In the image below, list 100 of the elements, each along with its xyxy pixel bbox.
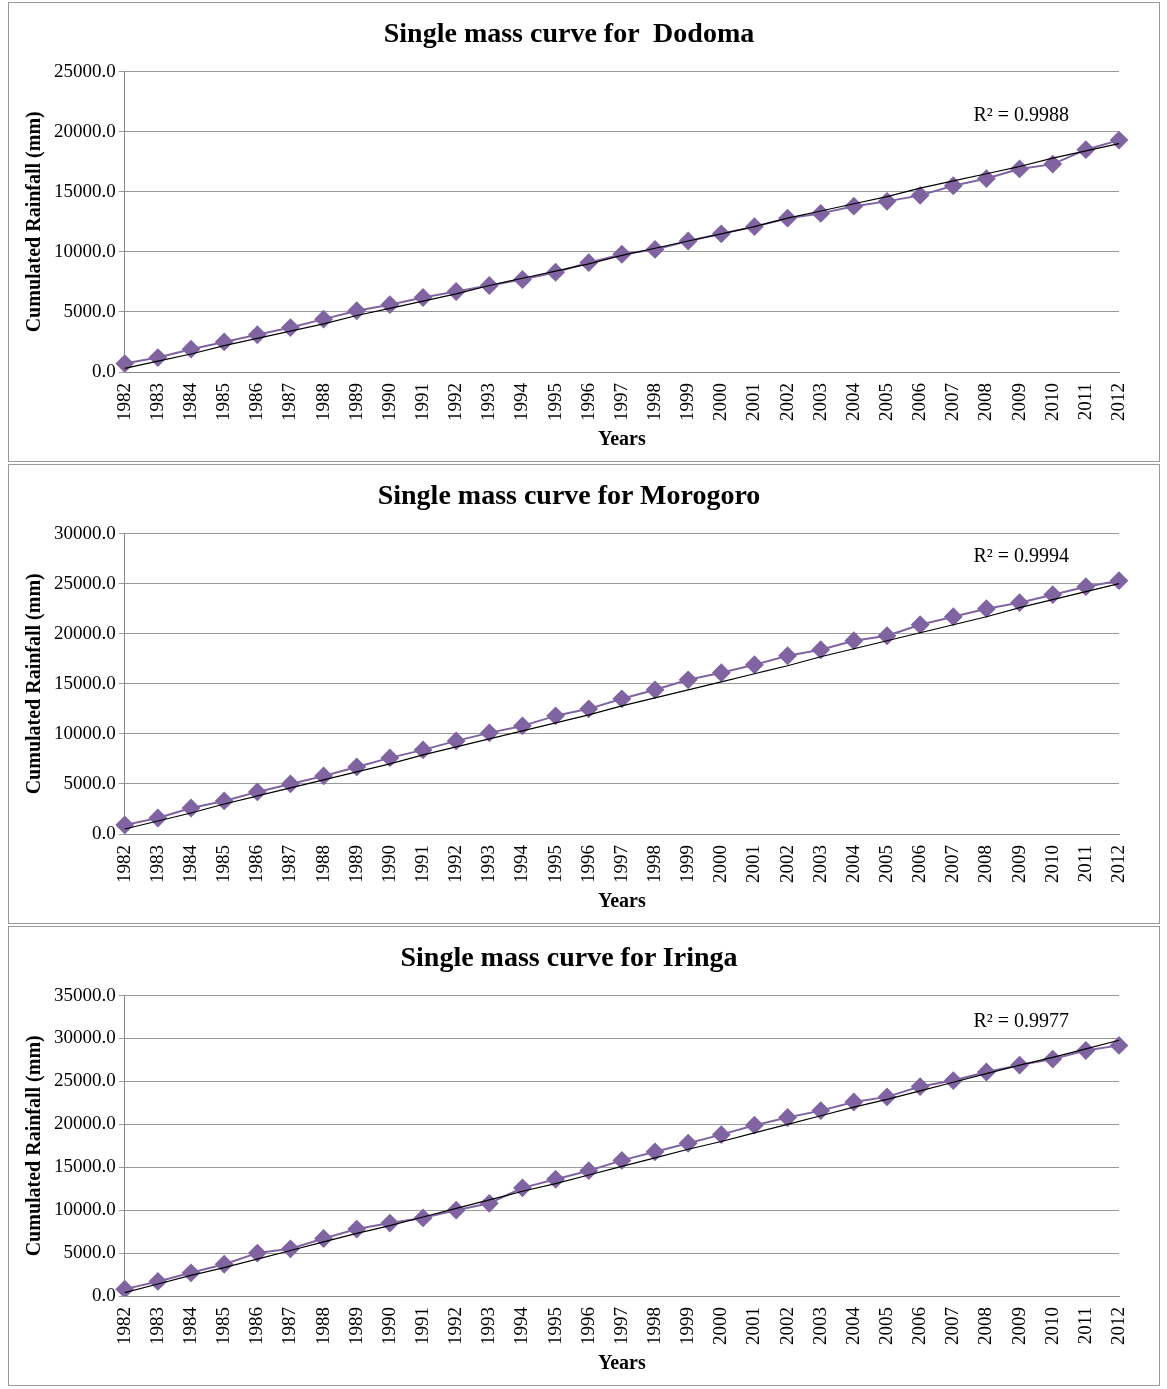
point bbox=[347, 301, 366, 320]
x-tick-label: 1984 bbox=[179, 382, 201, 421]
x-tick-label: 1983 bbox=[145, 383, 167, 421]
point bbox=[248, 325, 267, 344]
point bbox=[1110, 131, 1128, 150]
point bbox=[646, 1142, 665, 1161]
x-tick-label: 1991 bbox=[411, 845, 433, 883]
x-tick-label: 1993 bbox=[477, 383, 499, 421]
x-tick-label: 2012 bbox=[1106, 383, 1128, 421]
annotation: R² = 0.9977 bbox=[973, 1008, 1069, 1031]
x-tick-label: 2005 bbox=[874, 845, 896, 883]
x-axis-title: Years bbox=[597, 427, 646, 450]
x-tick-label: 2000 bbox=[709, 383, 731, 421]
x-tick-label: 1985 bbox=[212, 1307, 234, 1345]
point bbox=[1043, 155, 1062, 174]
x-tick-label: 2004 bbox=[841, 382, 863, 421]
point bbox=[1076, 577, 1095, 596]
x-tick-label: 1988 bbox=[311, 383, 333, 421]
x-tick-label: 1995 bbox=[543, 845, 565, 883]
point bbox=[878, 626, 897, 645]
point bbox=[182, 798, 201, 817]
x-tick-label: 1985 bbox=[212, 845, 234, 883]
point bbox=[944, 176, 963, 195]
x-tick-label: 2003 bbox=[808, 845, 830, 883]
x-tick-label: 2009 bbox=[1007, 383, 1029, 421]
x-tick-label: 2012 bbox=[1106, 845, 1128, 883]
point bbox=[314, 766, 333, 785]
x-tick-label: 2006 bbox=[908, 845, 930, 883]
x-tick-label: 1996 bbox=[576, 1307, 598, 1345]
x-tick-label: 2004 bbox=[841, 844, 863, 883]
point bbox=[844, 1093, 863, 1112]
point bbox=[911, 615, 930, 634]
x-tick-label: 2008 bbox=[974, 845, 996, 883]
point bbox=[314, 310, 333, 329]
annotation: R² = 0.9988 bbox=[973, 103, 1069, 126]
x-tick-label: 1992 bbox=[444, 383, 466, 421]
x-tick-label: 1997 bbox=[609, 383, 631, 421]
x-tick-label: 1997 bbox=[609, 1307, 631, 1345]
x-tick-label: 1986 bbox=[245, 383, 267, 421]
x-tick-label: 1994 bbox=[510, 382, 532, 421]
x-tick-label: 2011 bbox=[1073, 845, 1095, 883]
x-tick-label: 1991 bbox=[411, 1307, 433, 1345]
x-tick-label: 2000 bbox=[709, 845, 731, 883]
x-tick-label: 1999 bbox=[676, 1307, 698, 1345]
x-tick-label: 1987 bbox=[278, 845, 300, 883]
x-tick-label: 2006 bbox=[908, 1307, 930, 1345]
point bbox=[579, 1161, 598, 1180]
point bbox=[347, 757, 366, 776]
y-tick-label: 0.0 bbox=[92, 821, 116, 843]
point bbox=[811, 1101, 830, 1120]
y-tick-label: 0.0 bbox=[92, 1283, 116, 1305]
point bbox=[1010, 593, 1029, 612]
x-tick-label: 1991 bbox=[411, 383, 433, 421]
y-tick-label: 10000.0 bbox=[54, 239, 116, 261]
x-tick-label: 1995 bbox=[543, 1307, 565, 1345]
point bbox=[414, 740, 433, 759]
x-tick-label: 1982 bbox=[112, 1307, 134, 1345]
y-tick-label: 30000.0 bbox=[54, 1026, 116, 1048]
x-tick-label: 2001 bbox=[742, 383, 764, 421]
y-axis-title: Cumulated Rainfall (mm) bbox=[22, 111, 46, 333]
x-tick-label: 1986 bbox=[245, 845, 267, 883]
point bbox=[745, 1116, 764, 1135]
x-tick-label: 2004 bbox=[841, 1306, 863, 1345]
point bbox=[679, 1134, 698, 1153]
x-tick-label: 1998 bbox=[643, 845, 664, 883]
y-tick-label: 5000.0 bbox=[63, 1241, 116, 1263]
point bbox=[878, 192, 897, 211]
annotation: R² = 0.9994 bbox=[973, 543, 1069, 566]
x-tick-label: 2002 bbox=[775, 1307, 797, 1345]
x-tick-label: 1992 bbox=[444, 845, 466, 883]
point bbox=[911, 1077, 930, 1096]
point bbox=[977, 169, 996, 188]
point bbox=[447, 731, 466, 750]
y-tick-label: 15000.0 bbox=[54, 671, 116, 693]
point bbox=[1110, 1036, 1128, 1055]
y-tick-label: 10000.0 bbox=[54, 721, 116, 743]
y-tick-label: 0.0 bbox=[92, 359, 116, 381]
point bbox=[248, 1244, 267, 1263]
x-tick-label: 2010 bbox=[1040, 1307, 1062, 1345]
point bbox=[1043, 585, 1062, 604]
x-tick-label: 2008 bbox=[974, 383, 996, 421]
point bbox=[115, 354, 134, 372]
x-tick-label: 2002 bbox=[775, 383, 797, 421]
point bbox=[215, 332, 234, 351]
x-tick-label: 1998 bbox=[643, 1307, 664, 1345]
y-tick-label: 5000.0 bbox=[63, 299, 116, 321]
x-tick-label: 2010 bbox=[1040, 845, 1062, 883]
x-tick-label: 2009 bbox=[1007, 1307, 1029, 1345]
x-tick-label: 2003 bbox=[808, 1307, 830, 1345]
point bbox=[215, 1255, 234, 1274]
x-tick-label: 1998 bbox=[643, 383, 664, 421]
y-tick-label: 20000.0 bbox=[54, 621, 116, 643]
x-tick-label: 1997 bbox=[609, 845, 631, 883]
point bbox=[281, 774, 300, 793]
x-tick-label: 2006 bbox=[908, 383, 930, 421]
x-axis-title: Years bbox=[597, 889, 646, 912]
x-tick-label: 2008 bbox=[974, 1307, 996, 1345]
point bbox=[1110, 571, 1128, 590]
x-tick-label: 1988 bbox=[311, 845, 333, 883]
point bbox=[314, 1229, 333, 1248]
